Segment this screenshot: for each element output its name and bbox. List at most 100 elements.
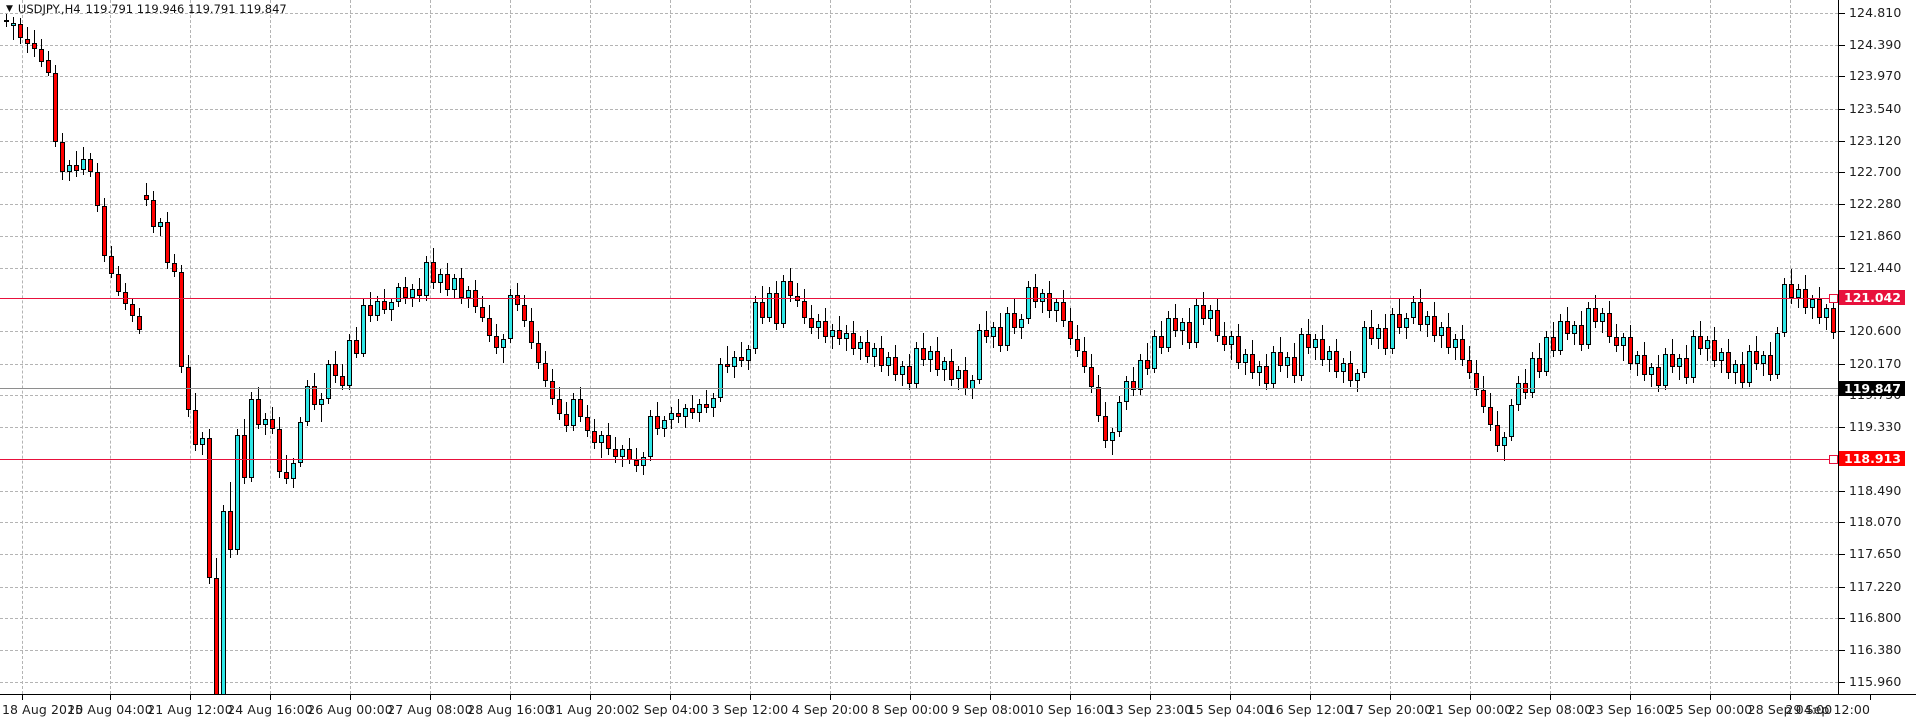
candlestick — [1789, 0, 1794, 694]
candlestick — [242, 0, 247, 694]
candle-body-bullish — [781, 281, 786, 324]
candlestick — [1551, 0, 1556, 694]
price-axis[interactable]: 124.810 124.390 123.970 123.540 123.120 122.7… — [1838, 0, 1916, 694]
gridline-vertical — [1150, 0, 1151, 694]
candlestick — [935, 0, 940, 694]
candle-body-bullish — [1663, 353, 1668, 386]
time-axis-label: 10 Sep 16:00 — [1027, 702, 1113, 717]
candle-body-bearish — [774, 293, 779, 324]
time-tick — [1790, 695, 1791, 700]
candle-body-bearish — [634, 459, 639, 466]
support-line-handle[interactable] — [1829, 455, 1838, 465]
price-tick — [1839, 395, 1845, 397]
candlestick — [88, 0, 93, 694]
resistance-level-tag[interactable]: 121.042 — [1839, 290, 1905, 306]
candlestick — [389, 0, 394, 694]
candlestick — [1075, 0, 1080, 694]
candlestick — [879, 0, 884, 694]
candle-body-bearish — [193, 409, 198, 445]
current-price-tag[interactable]: 119.847 — [1839, 380, 1905, 396]
candlestick — [1061, 0, 1066, 694]
candle-body-bearish — [354, 340, 359, 354]
candlestick — [193, 0, 198, 694]
candlestick — [1642, 0, 1647, 694]
candlestick — [669, 0, 674, 694]
candle-body-bullish — [1796, 288, 1801, 298]
time-tick — [1230, 695, 1231, 700]
gridline-horizontal — [0, 522, 1838, 524]
candle-body-bearish — [893, 356, 898, 375]
candlestick — [858, 0, 863, 694]
time-tick — [1470, 695, 1471, 700]
candle-body-bullish — [1355, 373, 1360, 381]
time-axis-label: 3 Sep 12:00 — [711, 702, 789, 717]
candle-body-bullish — [1761, 355, 1766, 365]
candlestick — [725, 0, 730, 694]
candle-body-bearish — [46, 60, 51, 73]
price-tick — [1839, 44, 1845, 46]
resistance-line[interactable] — [0, 297, 1838, 299]
candle-body-bearish — [1082, 350, 1087, 368]
candle-wick — [797, 282, 798, 307]
candlestick — [221, 0, 226, 694]
candle-body-bearish — [1607, 312, 1612, 338]
candlestick — [1376, 0, 1381, 694]
chart-plot-area[interactable] — [0, 0, 1838, 694]
candlestick — [1502, 0, 1507, 694]
time-tick — [110, 695, 111, 700]
candlestick — [522, 0, 527, 694]
candle-body-bearish — [1789, 284, 1794, 298]
candle-body-bullish — [1299, 334, 1304, 377]
candlestick — [613, 0, 618, 694]
candle-body-bearish — [312, 385, 317, 406]
candlestick — [263, 0, 268, 694]
time-axis-label: 16 Sep 12:00 — [1267, 702, 1353, 717]
time-axis[interactable]: 18 Aug 2015 20 Aug 04:00 21 Aug 12:00 24 Au… — [0, 694, 1916, 723]
candle-body-bullish — [746, 349, 751, 362]
candle-body-bullish — [396, 287, 401, 303]
candlestick — [1418, 0, 1423, 694]
candlestick — [1012, 0, 1017, 694]
candle-wick — [692, 394, 693, 419]
candlestick — [676, 0, 681, 694]
candle-body-bearish — [725, 364, 730, 368]
price-axis-label: 123.540 — [1849, 100, 1902, 116]
candle-body-bullish — [67, 164, 72, 173]
candlestick — [1208, 0, 1213, 694]
candle-wick — [1112, 427, 1113, 456]
candle-body-bullish — [1600, 312, 1605, 323]
time-tick — [1310, 695, 1311, 700]
candlestick — [515, 0, 520, 694]
candlestick — [886, 0, 891, 694]
caret-down-icon[interactable]: ▼ — [6, 3, 13, 14]
candlestick — [732, 0, 737, 694]
candle-body-bullish — [1166, 317, 1171, 348]
candlestick — [1712, 0, 1717, 694]
candlestick — [1684, 0, 1689, 694]
candle-body-bullish — [886, 356, 891, 366]
candle-body-bullish — [1208, 309, 1213, 320]
candlestick — [375, 0, 380, 694]
candle-body-bearish — [1096, 387, 1101, 416]
support-line[interactable] — [0, 458, 1838, 460]
support-level-tag[interactable]: 118.913 — [1839, 451, 1905, 467]
time-axis-label: 23 Sep 16:00 — [1587, 702, 1673, 717]
candlestick — [795, 0, 800, 694]
resistance-line-handle[interactable] — [1829, 294, 1838, 304]
candle-body-bullish — [1635, 355, 1640, 365]
candlestick — [1257, 0, 1262, 694]
candle-body-bearish — [1740, 364, 1745, 383]
candle-body-bearish — [1089, 367, 1094, 388]
candlestick — [1194, 0, 1199, 694]
candlestick — [1005, 0, 1010, 694]
candlestick — [1103, 0, 1108, 694]
candle-wick — [146, 182, 147, 206]
candle-body-bullish — [1194, 305, 1199, 344]
price-tick — [1839, 586, 1845, 588]
candlestick — [1516, 0, 1521, 694]
candle-body-bullish — [326, 364, 331, 400]
candle-body-bearish — [1418, 302, 1423, 326]
candle-body-bullish — [1110, 432, 1115, 442]
candlestick — [844, 0, 849, 694]
